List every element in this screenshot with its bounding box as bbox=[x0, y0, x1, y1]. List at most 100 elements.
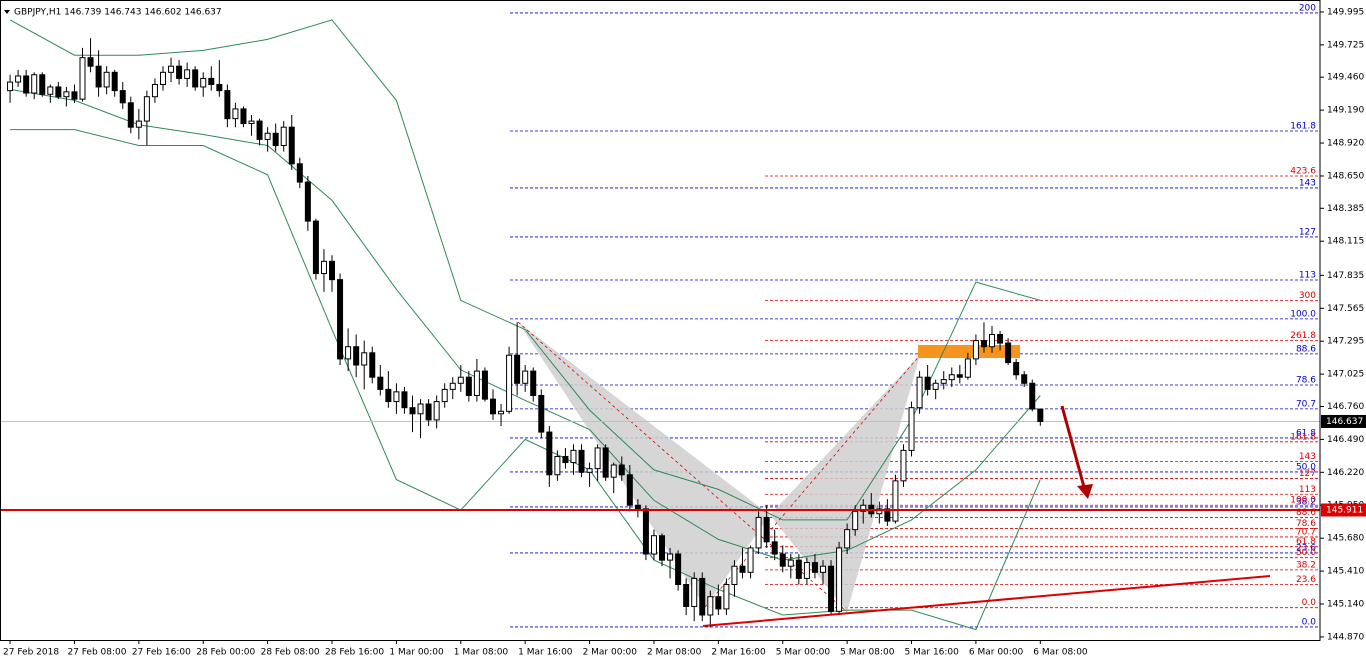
fib-label: 200 bbox=[1299, 3, 1316, 13]
candle-body bbox=[691, 577, 698, 607]
candle-body bbox=[989, 334, 996, 348]
pattern-diagonal bbox=[704, 354, 921, 608]
fib-label: 423.6 bbox=[1290, 166, 1316, 176]
candle-body bbox=[47, 86, 54, 95]
candle-body bbox=[280, 126, 287, 146]
candle-body bbox=[135, 120, 142, 128]
bollinger-band bbox=[9, 19, 1041, 521]
x-tick-label: 6 Mar 08:00 bbox=[1033, 648, 1088, 658]
candle-body bbox=[184, 69, 191, 79]
x-tick-label: 5 Mar 08:00 bbox=[840, 648, 895, 658]
candle-body bbox=[618, 464, 625, 476]
fib-label: 300 bbox=[1299, 291, 1316, 301]
candle-body bbox=[747, 547, 754, 573]
candle-body bbox=[232, 108, 239, 120]
candle-body bbox=[570, 449, 577, 464]
candle-body bbox=[659, 535, 666, 561]
menu-arrow bbox=[4, 10, 10, 14]
y-tick-label: 147.835 bbox=[1327, 271, 1364, 281]
y-tick-label: 146.760 bbox=[1327, 402, 1364, 412]
x-tick-label: 28 Feb 08:00 bbox=[261, 648, 320, 658]
fib-label: 143 bbox=[1299, 452, 1316, 462]
x-tick-label: 5 Mar 16:00 bbox=[905, 648, 960, 658]
candle-body bbox=[546, 431, 553, 476]
candle-body bbox=[642, 508, 649, 555]
candle-body bbox=[240, 108, 247, 125]
x-tick-label: 1 Mar 00:00 bbox=[389, 648, 444, 658]
candle-body bbox=[103, 71, 110, 88]
y-tick-label: 145.410 bbox=[1327, 567, 1364, 577]
bollinger-band bbox=[10, 129, 1041, 631]
pattern-triangle bbox=[518, 322, 770, 607]
candle-body bbox=[393, 391, 400, 403]
candle-body bbox=[876, 508, 883, 515]
candle-body bbox=[819, 565, 826, 573]
fib-label: 61.8 bbox=[1296, 428, 1316, 438]
candle-body bbox=[852, 510, 859, 531]
x-tick-label: 2 Mar 16:00 bbox=[711, 648, 766, 658]
y-tick-label: 148.650 bbox=[1327, 171, 1364, 181]
candle-body bbox=[683, 584, 690, 607]
candle-body bbox=[892, 480, 899, 522]
candle-body bbox=[87, 57, 94, 67]
candle-body bbox=[916, 376, 923, 409]
candle-body bbox=[844, 529, 851, 549]
plot-frame bbox=[0, 0, 1321, 641]
fib-label: 161.8 bbox=[1290, 432, 1316, 442]
candle-body bbox=[256, 120, 263, 140]
candle-body bbox=[723, 584, 730, 610]
x-tick-label: 27 Feb 08:00 bbox=[67, 648, 126, 658]
fib-label: 0.0 bbox=[1302, 598, 1317, 608]
candle-body bbox=[63, 91, 70, 98]
candle-body bbox=[1029, 382, 1036, 410]
fib-label: 100.0 bbox=[1290, 309, 1316, 319]
candle-body bbox=[787, 559, 794, 567]
y-tick-label: 146.490 bbox=[1327, 435, 1364, 445]
fib-label: 70.7 bbox=[1296, 399, 1316, 409]
candle-body bbox=[296, 163, 303, 183]
candle-body bbox=[353, 346, 360, 366]
candle-body bbox=[409, 407, 416, 415]
fib-label: 23.6 bbox=[1296, 543, 1316, 553]
candle-body bbox=[1013, 362, 1020, 376]
candle-body bbox=[159, 71, 166, 86]
candle-body bbox=[586, 468, 593, 473]
forecast-arrow bbox=[1060, 405, 1086, 488]
candle-body bbox=[385, 388, 392, 403]
candle-body bbox=[208, 77, 215, 86]
candle-body bbox=[948, 374, 955, 381]
candle-body bbox=[1021, 374, 1028, 384]
candle-body bbox=[530, 370, 537, 396]
fib-label: 113 bbox=[1299, 271, 1316, 281]
fib-label: 50.0 bbox=[1296, 548, 1316, 558]
candle-body bbox=[489, 398, 496, 415]
candle-body bbox=[264, 132, 271, 140]
fib-label: 50.0 bbox=[1296, 462, 1316, 472]
x-tick-label: 2 Mar 08:00 bbox=[647, 648, 702, 658]
candle-body bbox=[151, 84, 158, 98]
forecast-arrow-head bbox=[1077, 484, 1093, 499]
candle-body bbox=[731, 565, 738, 586]
candle-body bbox=[95, 65, 102, 88]
x-tick-label: 27 Feb 16:00 bbox=[132, 648, 191, 658]
candle-body bbox=[699, 577, 706, 616]
candle-body bbox=[514, 354, 521, 384]
candle-body bbox=[972, 340, 979, 360]
candle-body bbox=[707, 596, 714, 616]
candle-body bbox=[457, 376, 464, 384]
fib-label: 88.6 bbox=[1296, 344, 1316, 354]
x-tick-label: 28 Feb 00:00 bbox=[196, 648, 255, 658]
candle-body bbox=[425, 403, 432, 421]
resistance-zone bbox=[918, 345, 1020, 358]
x-tick-label: 1 Mar 16:00 bbox=[518, 648, 573, 658]
candle-body bbox=[337, 279, 344, 360]
candle-body bbox=[997, 334, 1004, 344]
candle-body bbox=[739, 565, 746, 573]
trend-line bbox=[702, 575, 1271, 627]
pattern-diagonal bbox=[517, 321, 848, 613]
candle-body bbox=[449, 382, 456, 390]
candle-body bbox=[481, 370, 488, 400]
candle-body bbox=[594, 447, 601, 470]
y-tick-label: 149.190 bbox=[1327, 106, 1364, 116]
